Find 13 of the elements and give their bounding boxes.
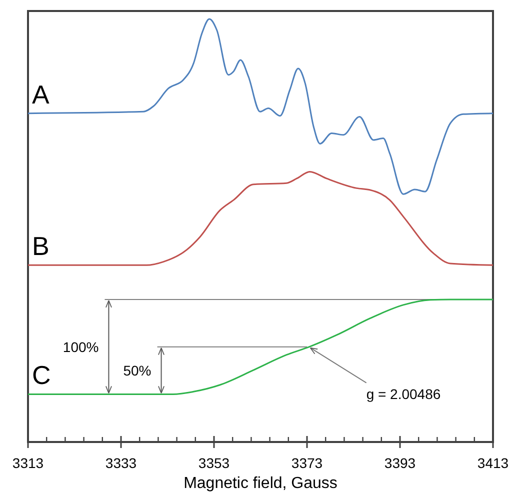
x-tick-label: 3373 <box>291 455 323 471</box>
annotation: g = 2.00486 <box>366 386 441 402</box>
x-tick-label: 3393 <box>384 455 416 471</box>
x-tick-label: 3353 <box>198 455 230 471</box>
x-axis-title: Magnetic field, Gauss <box>184 475 338 492</box>
x-tick-label: 3413 <box>477 455 509 471</box>
x-tick-label: 3333 <box>105 455 137 471</box>
annotation: 50% <box>123 362 152 379</box>
series-label: B <box>32 231 50 262</box>
series-label: C <box>32 360 51 390</box>
x-tick-label: 3313 <box>12 455 44 471</box>
series-label: A <box>32 79 50 110</box>
annotation: 100% <box>62 338 99 355</box>
